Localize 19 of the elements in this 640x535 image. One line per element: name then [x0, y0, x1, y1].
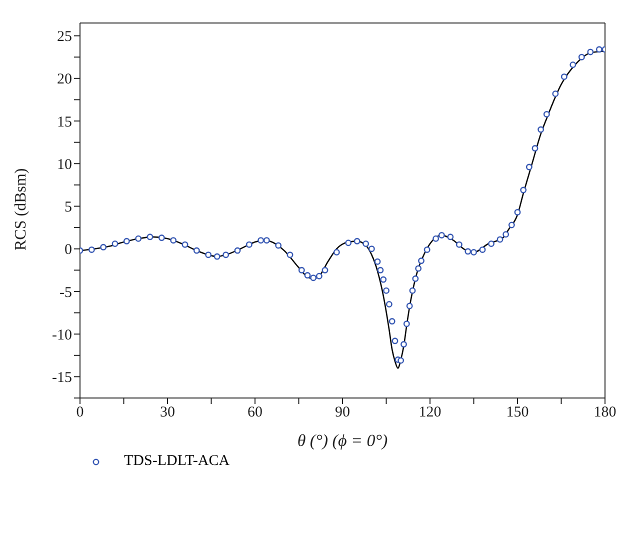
y-axis-title: RCS (dBsm): [12, 168, 30, 250]
y-tick-label: 20: [57, 72, 72, 88]
x-tick-label: 60: [248, 404, 262, 421]
y-tick-label: 25: [57, 29, 72, 46]
x-tick-label: 180: [594, 404, 616, 421]
y-tick-label: 5: [64, 200, 72, 216]
x-axis-title: θ (°) (ϕ = 0°): [297, 431, 388, 450]
legend-label: TDS-LDLT-ACA: [124, 453, 230, 470]
x-tick-label: 120: [418, 404, 442, 421]
x-tick-label: 0: [76, 404, 84, 421]
y-tick-label: 15: [57, 114, 72, 130]
y-tick-label: 10: [57, 156, 72, 173]
x-tick-label: 90: [335, 404, 350, 421]
x-tick-label: 150: [506, 404, 529, 421]
y-tick-label: -10: [52, 327, 72, 344]
y-tick-label: -15: [52, 370, 72, 386]
x-tick-label: 30: [160, 404, 175, 421]
y-tick-label: 0: [64, 242, 72, 258]
y-tick-label: -5: [60, 284, 72, 301]
